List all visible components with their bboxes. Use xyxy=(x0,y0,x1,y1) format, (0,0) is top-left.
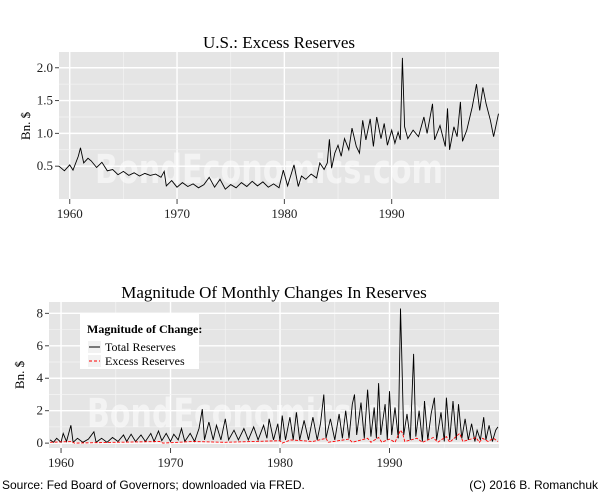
bottom-x-tick-label: 1960 xyxy=(48,455,74,470)
bottom-lines xyxy=(49,308,499,444)
top-watermark: BondEconomics.com xyxy=(95,147,443,193)
bottom-y-tick-label: 2 xyxy=(37,403,44,418)
top-x-tick-label: 1960 xyxy=(57,206,83,221)
bottom-x-tick-label: 1980 xyxy=(267,455,293,470)
bottom-series-line-excess-reserves xyxy=(50,429,499,444)
top-x-tick-label: 1970 xyxy=(164,206,190,221)
legend-label-total: Total Reserves xyxy=(105,340,176,354)
top-grid xyxy=(59,52,499,199)
bottom-y-axis-label: Bn. $ xyxy=(12,360,27,389)
top-x-tick-label: 1990 xyxy=(379,206,405,221)
top-series-line-0 xyxy=(58,57,499,190)
top-y-tick-label: 2.0 xyxy=(37,60,53,75)
legend-label-excess: Excess Reserves xyxy=(105,354,185,368)
bottom-y-tick-label: 0 xyxy=(37,435,44,450)
bottom-y-tick-label: 6 xyxy=(37,338,44,353)
top-y-axis-label: Bn. $ xyxy=(18,111,33,140)
top-chart-title: U.S.: Excess Reserves xyxy=(203,33,355,52)
source-note: Source: Fed Board of Governors; download… xyxy=(2,478,305,492)
top-lines xyxy=(58,57,499,190)
bottom-y-tick-label: 4 xyxy=(37,370,44,385)
top-x-tick-label: 1980 xyxy=(271,206,297,221)
top-y-tick-label: 1.0 xyxy=(37,125,53,140)
bottom-x-tick-label: 1990 xyxy=(377,455,403,470)
bottom-chart-title: Magnitude Of Monthly Changes In Reserves xyxy=(121,283,426,302)
legend-title: Magnitude of Change: xyxy=(87,322,202,336)
bottom-series-line-total-reserves xyxy=(49,308,499,444)
legend: Magnitude of Change: Total Reserves Exce… xyxy=(80,313,202,369)
copyright-note: (C) 2016 B. Romanchuk xyxy=(469,478,598,492)
top-y-tick-label: 1.5 xyxy=(37,93,53,108)
bottom-y-tick-label: 8 xyxy=(37,305,44,320)
bottom-x-tick-label: 1970 xyxy=(158,455,184,470)
top-y-tick-label: 0.5 xyxy=(37,158,53,173)
top-ticks: 1960 1970 1980 1990 0.5 1.0 1.5 2.0 xyxy=(37,60,405,221)
bottom-ticks: 1960 1970 1980 1990 0 2 4 6 8 xyxy=(37,305,403,470)
